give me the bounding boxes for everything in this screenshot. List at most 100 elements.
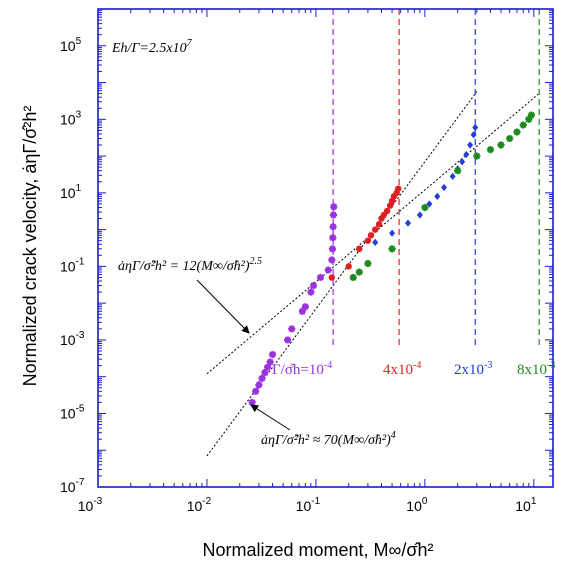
- data-point-s1-4: [367, 232, 375, 239]
- data-point-s0-21: [330, 203, 338, 211]
- data-point-s2-3: [416, 211, 423, 219]
- data-point-s0-2: [255, 381, 263, 389]
- x-tick-label-2: 10-1: [296, 496, 321, 514]
- data-point-s0-14: [316, 273, 325, 282]
- fit-label-upper: ȧηΓ/σ̂²h² = 12(M∞/σ̂h²)2.5: [118, 256, 262, 274]
- data-point-s3-4: [421, 203, 429, 212]
- data-points: [248, 111, 535, 406]
- data-point-s0-20: [329, 211, 338, 219]
- data-point-s3-9: [506, 134, 514, 143]
- data-point-s2-6: [441, 183, 448, 192]
- data-point-s2-12: [470, 131, 477, 139]
- vline-label-1: 4x10-4: [383, 360, 421, 378]
- data-point-s2-13: [472, 123, 479, 132]
- vline-label-2: 2x10-3: [454, 360, 492, 378]
- data-point-s1-5: [371, 226, 379, 233]
- data-point-s3-8: [497, 141, 505, 149]
- data-point-s2-2: [404, 219, 411, 227]
- y-axis-title: Normalized crack velocity, ȧηΓ/σ̂²h²: [20, 106, 40, 387]
- data-point-s1-0: [328, 274, 336, 281]
- data-point-s0-7: [268, 350, 277, 359]
- data-point-s0-9: [288, 325, 296, 333]
- data-point-s3-7: [486, 146, 495, 154]
- data-point-s3-6: [473, 152, 481, 160]
- vline-label-1-exponent: -4: [413, 360, 421, 371]
- fit-lines: [206, 91, 539, 457]
- top-annotation-base: Eh/Γ=2.5x10: [111, 41, 187, 56]
- vline-label-3-base: 8x10: [517, 362, 547, 378]
- data-point-s3-0: [349, 273, 357, 282]
- data-point-s0-18: [329, 234, 337, 242]
- data-point-s0-3: [258, 374, 266, 382]
- fit-label-lower-arrow: [250, 404, 291, 431]
- y-tick-label-3: 10-1: [60, 256, 85, 274]
- axes: [97, 8, 554, 488]
- fit-label-lower-base: ȧηΓ/σ̂²h² ≈ 70(M∞/σ̂h²): [261, 433, 391, 448]
- fit-label-upper-exponent: 2.5: [250, 256, 263, 267]
- x-tick-label-0: 10-3: [78, 496, 103, 514]
- data-point-s0-15: [324, 266, 332, 274]
- vline-label-2-base: 2x10: [454, 362, 484, 378]
- vline-label-0: Γ/σ̂h=10-4: [272, 360, 332, 378]
- data-point-s1-6: [375, 221, 383, 228]
- data-point-s3-11: [519, 121, 527, 129]
- data-point-s2-7: [449, 172, 456, 181]
- x-axis-title: Normalized moment, M∞/σ̂h²: [203, 540, 434, 560]
- data-point-s0-4: [261, 368, 269, 377]
- data-point-s0-11: [301, 303, 309, 311]
- data-point-s0-8: [284, 336, 292, 344]
- data-point-s0-0: [248, 398, 256, 406]
- data-point-s2-5: [434, 192, 441, 201]
- data-point-s3-1: [355, 268, 363, 276]
- data-point-s1-14: [395, 185, 402, 192]
- y-tick-label-5: 103: [60, 109, 82, 127]
- plot-frame: [97, 8, 554, 488]
- x-tick-label-1: 10-2: [187, 496, 212, 514]
- top-annotation: Eh/Γ=2.5x107: [111, 38, 193, 56]
- y-tick-label-6: 105: [60, 36, 82, 54]
- data-point-s0-16: [328, 256, 336, 264]
- fit-label-upper-base: ȧηΓ/σ̂²h² = 12(M∞/σ̂h²): [118, 259, 250, 274]
- data-point-s3-13: [527, 111, 535, 119]
- data-point-s1-1: [345, 263, 352, 270]
- vline-label-0-exponent: -4: [324, 360, 332, 371]
- y-tick-label-4: 101: [60, 183, 82, 201]
- x-tick-label-4: 101: [515, 496, 537, 514]
- data-point-s0-10: [298, 307, 306, 315]
- data-point-s1-3: [364, 237, 372, 244]
- data-point-s3-12: [525, 115, 533, 123]
- data-point-s2-0: [372, 238, 379, 246]
- vline-label-3-exponent: -3: [547, 360, 555, 371]
- vline-label-1-base: 4x10: [383, 362, 413, 378]
- data-point-s2-10: [463, 150, 470, 159]
- tick-labels: 10-3 10-2 10-1 100 101 10-7 10-5 10-3 10-1 101 103…: [60, 36, 537, 514]
- data-point-s3-10: [513, 128, 521, 136]
- data-point-s0-12: [307, 288, 315, 296]
- fit-label-lower-exponent: 4: [391, 430, 396, 441]
- data-point-s0-17: [328, 245, 337, 253]
- data-point-s0-1: [252, 387, 260, 395]
- data-point-s1-2: [356, 245, 363, 253]
- top-annotation-exponent: 7: [187, 38, 193, 49]
- data-point-s3-2: [364, 259, 372, 268]
- data-point-s2-1: [389, 229, 396, 237]
- data-point-s2-11: [467, 141, 474, 149]
- data-point-s3-3: [388, 245, 396, 253]
- x-tick-label-3: 100: [406, 496, 428, 514]
- y-tick-label-2: 10-3: [60, 330, 85, 348]
- data-point-s0-13: [309, 282, 318, 290]
- y-tick-label-0: 10-7: [60, 477, 85, 495]
- data-point-s1-9: [383, 207, 391, 215]
- fit-label-upper-arrow: [196, 279, 250, 334]
- data-point-s2-9: [459, 158, 466, 166]
- data-point-s0-6: [266, 358, 274, 366]
- data-point-s0-19: [329, 223, 337, 231]
- y-tick-label-1: 10-5: [60, 403, 85, 421]
- data-point-s3-5: [454, 167, 462, 175]
- fit-line-1: [206, 91, 478, 457]
- data-point-s0-5: [263, 363, 272, 371]
- vline-label-3: 8x10-3: [517, 360, 555, 378]
- fit-label-lower: ȧηΓ/σ̂²h² ≈ 70(M∞/σ̂h²)4: [261, 430, 396, 448]
- vertical-lines: [332, 9, 540, 345]
